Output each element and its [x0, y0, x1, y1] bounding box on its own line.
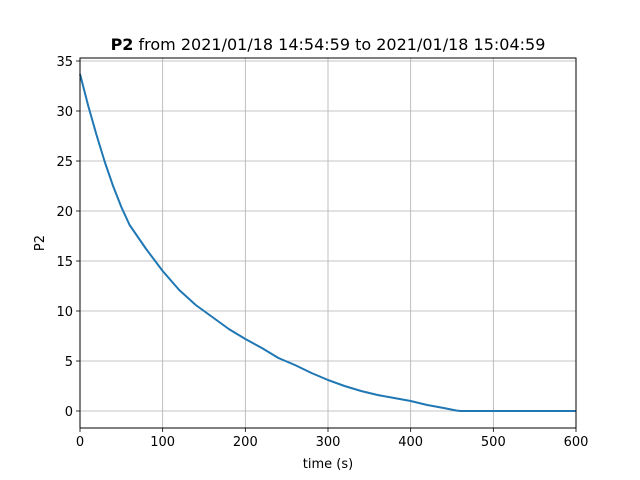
chart-title-bold: P2: [111, 35, 134, 54]
x-tick-label: 0: [76, 435, 84, 450]
plot-area: [79, 73, 576, 412]
y-tick-label: 30: [56, 105, 73, 120]
x-tick-label: 400: [398, 435, 423, 450]
x-tick-label: 100: [150, 435, 175, 450]
x-tick-label: 200: [233, 435, 258, 450]
ticks: 0 100 200 300 400 500 600 0 5 10 15 20 25 30 35: [56, 55, 588, 450]
chart-title: P2 from 2021/01/18 14:54:59 to 2021/01/1…: [111, 35, 546, 54]
x-axis-label: time (s): [303, 457, 353, 472]
y-tick-label: 25: [56, 155, 73, 170]
y-axis-label: P2: [33, 235, 48, 251]
chart-title-rest: from 2021/01/18 14:54:59 to 2021/01/18 1…: [133, 35, 545, 54]
y-tick-label: 15: [56, 255, 73, 270]
y-tick-label: 20: [56, 205, 73, 220]
y-tick-label: 10: [56, 305, 73, 320]
grid: [79, 58, 577, 428]
series-line: [79, 73, 576, 412]
y-tick-label: 35: [56, 55, 73, 70]
y-tick-label: 0: [65, 405, 73, 420]
x-tick-label: 500: [481, 435, 506, 450]
x-tick-label: 600: [564, 435, 589, 450]
x-tick-label: 300: [316, 435, 341, 450]
y-tick-label: 5: [65, 355, 73, 370]
